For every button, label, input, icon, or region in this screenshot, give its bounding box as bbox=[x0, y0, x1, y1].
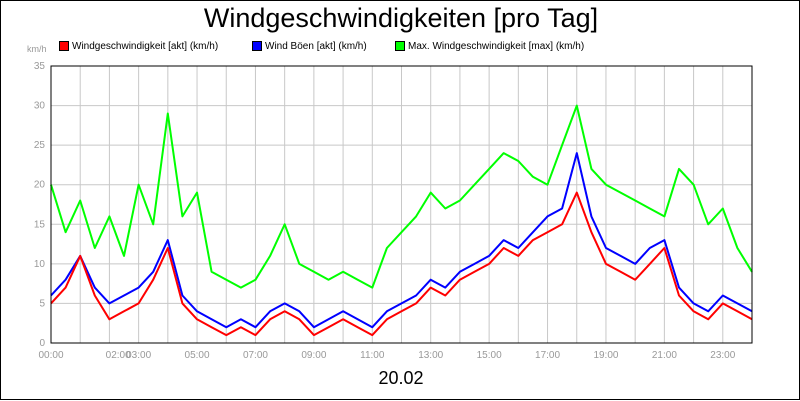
y-tick-label: 35 bbox=[34, 61, 46, 72]
legend-item-gusts: Wind Böen [akt] (km/h) bbox=[252, 39, 367, 53]
legend-item-max: Max. Windgeschwindigkeit [max] (km/h) bbox=[395, 39, 584, 53]
y-tick-label: 15 bbox=[34, 219, 46, 230]
y-tick-label: 10 bbox=[34, 259, 46, 270]
x-tick-label: 09:00 bbox=[301, 350, 326, 361]
x-tick-label: 19:00 bbox=[593, 350, 618, 361]
x-tick-label: 13:00 bbox=[418, 350, 443, 361]
x-tick-label: 11:00 bbox=[360, 350, 385, 361]
x-tick-label: 05:00 bbox=[185, 350, 210, 361]
x-tick-label: 15:00 bbox=[477, 350, 502, 361]
y-tick-label: 30 bbox=[34, 101, 46, 112]
y-tick-label: 20 bbox=[34, 180, 46, 191]
y-tick-label: 25 bbox=[34, 140, 46, 151]
y-axis-unit: km/h bbox=[27, 44, 47, 54]
x-tick-label: 07:00 bbox=[243, 350, 268, 361]
chart-title: Windgeschwindigkeiten [pro Tag] bbox=[203, 3, 599, 33]
x-tick-label: 02:00 bbox=[106, 350, 131, 361]
legend-label: Windgeschwindigkeit [akt] (km/h) bbox=[72, 40, 219, 52]
x-tick-label: 03:00 bbox=[126, 350, 151, 361]
legend-swatch-blue bbox=[252, 41, 262, 51]
legend-label: Wind Böen [akt] (km/h) bbox=[265, 40, 367, 52]
x-tick-label: 17:00 bbox=[535, 350, 560, 361]
plot-border bbox=[50, 65, 753, 344]
y-tick-label: 0 bbox=[39, 338, 45, 349]
x-tick-label: 21:00 bbox=[652, 350, 677, 361]
x-axis-date-label: 20.02 bbox=[378, 368, 424, 388]
series-line-2 bbox=[50, 104, 753, 289]
series-line-1 bbox=[50, 152, 753, 329]
legend-swatch-green bbox=[395, 41, 405, 51]
y-tick-label: 5 bbox=[39, 298, 45, 309]
x-tick-label: 00:00 bbox=[38, 350, 63, 361]
x-tick-label: 23:00 bbox=[710, 350, 735, 361]
legend-label: Max. Windgeschwindigkeit [max] (km/h) bbox=[408, 40, 585, 52]
series-line-0 bbox=[50, 191, 753, 337]
legend-swatch-red bbox=[59, 41, 69, 51]
legend-item-wind-speed: Windgeschwindigkeit [akt] (km/h) bbox=[59, 39, 218, 53]
